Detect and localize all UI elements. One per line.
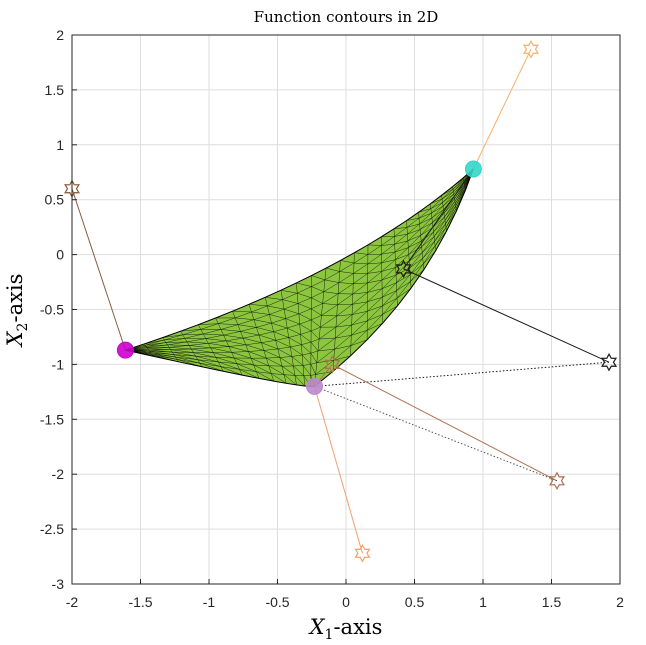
x-tick-label: 0 [342,594,350,610]
y-tick-label: -3 [52,576,65,592]
star-marker [324,355,341,374]
surface-mesh [123,168,474,387]
x-tick-label: 2 [616,594,624,610]
y-tick-label: -1.5 [40,411,64,427]
star-marker [601,352,618,372]
trajectory-segment [71,188,126,351]
y-tick-label: -2.5 [40,521,64,537]
x-tick-label: -0.5 [265,594,289,610]
x-axis-label: X1-axis [308,615,383,643]
y-tick-label: -1 [52,356,65,372]
x-tick-label: 1.5 [542,594,562,610]
x-tick-labels: -2 -1.5 -1 -0.5 0 0.5 1 1.5 2 [66,579,624,610]
star-marker [395,259,412,279]
y-tick-label: -0.5 [40,302,64,318]
x-tick-label: 1 [479,594,487,610]
y-tick-labels: -3 -2.5 -2 -1.5 -1 -0.5 0 0.5 1 1.5 2 [40,27,77,592]
y-tick-label: 1 [56,137,64,153]
trajectory-segment [314,361,610,387]
grid-lines [71,34,621,585]
y-tick-label: 0.5 [45,192,65,208]
point-marker [464,160,482,178]
star-marker [522,40,539,59]
point-marker [116,341,134,359]
surface-fill [123,168,474,387]
star-marker [549,471,565,491]
trajectory-segment [403,268,610,363]
trajectory-segment [314,386,363,554]
x-tick-label: -1.5 [128,594,152,610]
trajectory-segment [332,363,558,482]
x-tick-label: -1 [203,594,216,610]
x-tick-label: -2 [66,594,79,610]
chart-title: Function contours in 2D [254,8,439,26]
y-tick-label: -2 [52,466,65,482]
trajectory-segment [403,168,474,270]
x-tick-label: 0.5 [405,594,425,610]
trajectory-segment [314,385,558,482]
y-tick-label: 1.5 [45,82,65,98]
point-marker [305,377,323,395]
y-axis-label: X2-axis [3,274,31,349]
y-tick-label: 2 [56,27,64,43]
surface-mesh-lines [125,168,474,387]
star-marker [354,544,371,563]
trajectory-segment [472,49,532,170]
y-tick-label: 0 [56,247,64,263]
point-markers [116,160,482,395]
